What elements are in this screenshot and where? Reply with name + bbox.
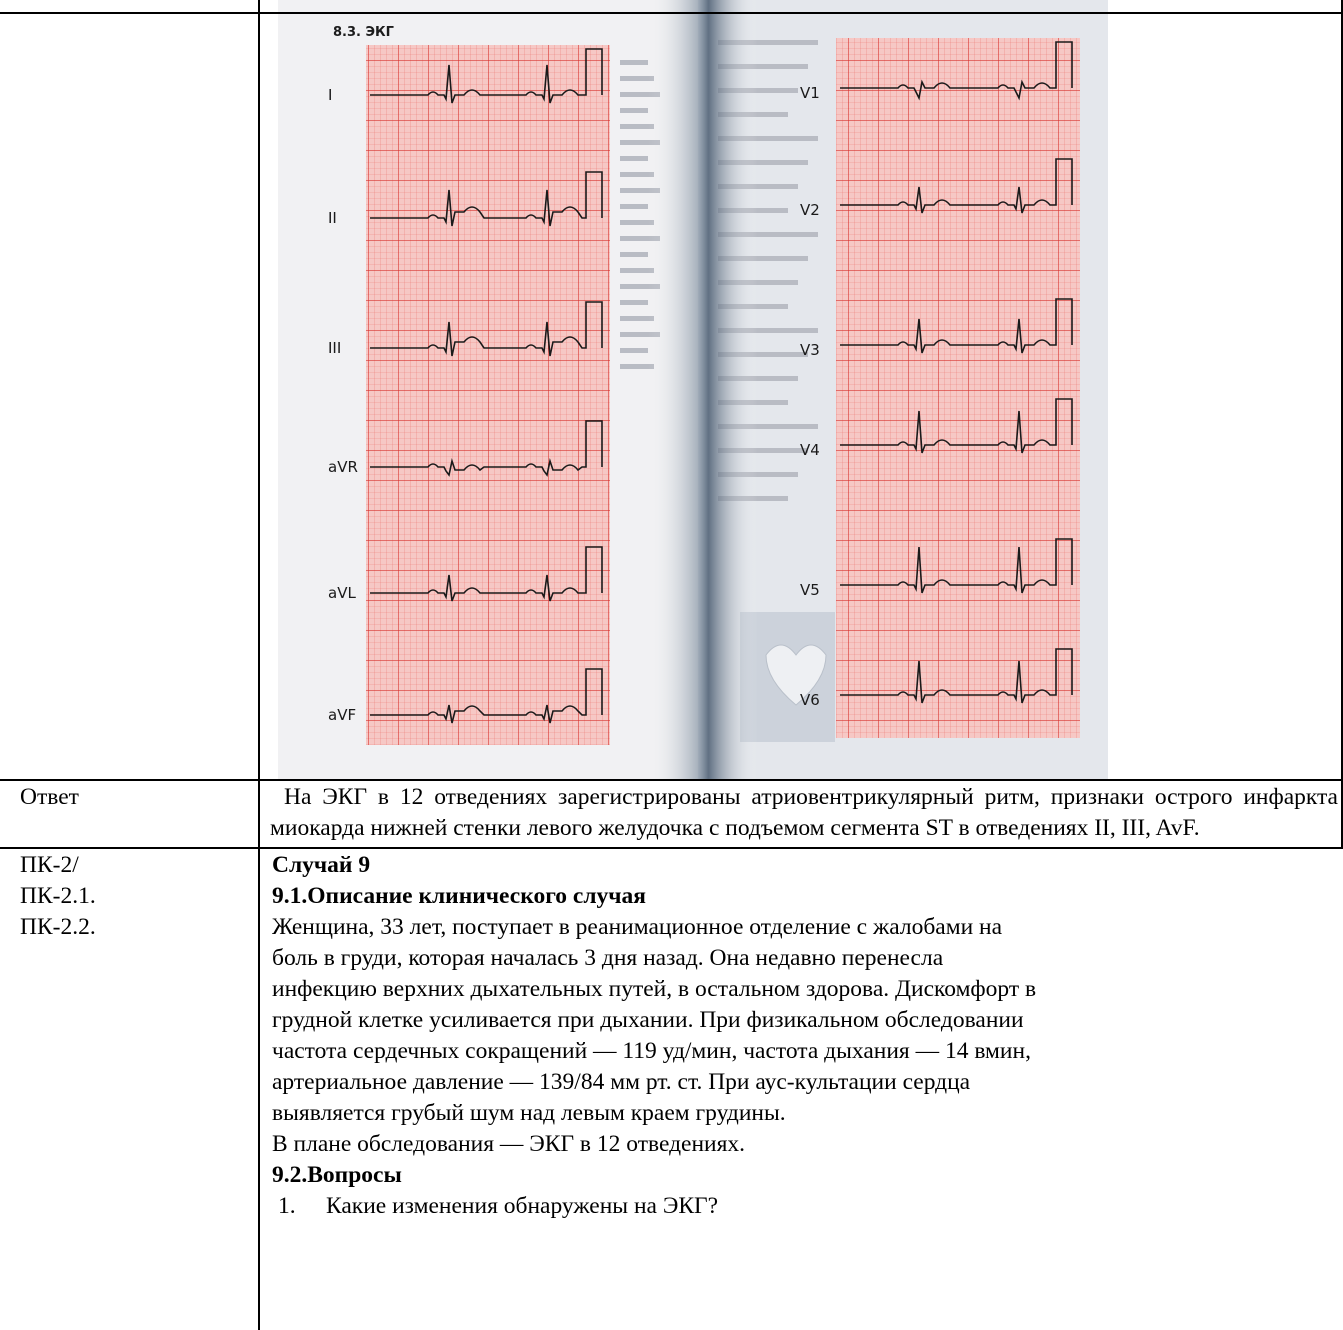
description-line: выявляется грубый шум над левым краем гр… <box>272 1100 786 1126</box>
lead-label: aVL <box>328 584 356 602</box>
ecg-trace <box>840 398 1073 454</box>
ecg-caption: 8.3. ЭКГ <box>333 25 394 40</box>
description-heading: 9.1.Описание клинического случая <box>272 883 646 909</box>
answer-text: На ЭКГ в 12 отведениях зарегистрированы … <box>270 784 1338 841</box>
ecg-trace <box>370 301 603 357</box>
lead-label: III <box>328 339 341 357</box>
exam-plan: В плане обследования — ЭКГ в 12 отведени… <box>272 1131 746 1157</box>
row-divider-2 <box>0 847 1343 849</box>
competency-code: ПК-2.1. <box>20 883 96 909</box>
question-number: 1. <box>278 1193 296 1219</box>
table-border-right <box>1341 0 1343 848</box>
ecg-trace <box>370 171 603 227</box>
lead-label: V4 <box>800 441 820 459</box>
lead-label: aVR <box>328 458 358 476</box>
lead-label: V1 <box>800 84 820 102</box>
lead-label: I <box>328 86 332 104</box>
ecg-trace <box>370 48 603 104</box>
case-content: Случай 9 9.1.Описание клинического случа… <box>272 850 1340 1222</box>
lead-label: II <box>328 209 337 227</box>
table-border-top <box>0 12 1343 14</box>
ecg-trace <box>370 546 603 602</box>
competency-list: ПК-2/ ПК-2.1. ПК-2.2. <box>20 850 96 943</box>
question-item: 1. Какие изменения обнаружены на ЭКГ? <box>272 1191 1340 1222</box>
row-divider-1 <box>0 779 1343 781</box>
question-text: Какие изменения обнаружены на ЭКГ? <box>326 1193 719 1219</box>
lead-label: V6 <box>800 691 820 709</box>
ecg-trace <box>840 298 1073 354</box>
table-border-left-inner <box>258 0 260 1330</box>
lead-label: V2 <box>800 201 820 219</box>
competency-code: ПК-2.2. <box>20 914 96 940</box>
lead-label: V3 <box>800 341 820 359</box>
lead-label: aVF <box>328 706 356 724</box>
description-line: боль в груди, которая началась 3 дня наз… <box>272 945 944 971</box>
ecg-trace <box>840 538 1073 594</box>
ecg-photo: 8.3. ЭКГ I II III aVR aVL aVF V1 V2 V3 V4 V5 V6 <box>278 0 1108 780</box>
ecg-trace <box>840 158 1073 214</box>
competency-code: ПК-2/ <box>20 852 79 878</box>
ecg-trace <box>370 420 603 477</box>
case-title: Случай 9 <box>272 852 371 878</box>
description-line: грудной клетке усиливается при дыхании. … <box>272 1007 1024 1033</box>
answer-label: Ответ <box>20 784 79 810</box>
ecg-trace <box>840 648 1073 704</box>
description-line: артериальное давление — 139/84 мм рт. ст… <box>272 1069 971 1095</box>
lead-label: V5 <box>800 581 820 599</box>
ecg-trace <box>370 668 603 724</box>
description-line: инфекцию верхних дыхательных путей, в ос… <box>272 976 1037 1002</box>
questions-heading: 9.2.Вопросы <box>272 1162 402 1188</box>
ecg-trace <box>840 41 1073 101</box>
description-line: Женщина, 33 лет, поступает в реанимацион… <box>272 914 1003 940</box>
description-line: частота сердечных сокращений — 119 уд/ми… <box>272 1038 1031 1064</box>
